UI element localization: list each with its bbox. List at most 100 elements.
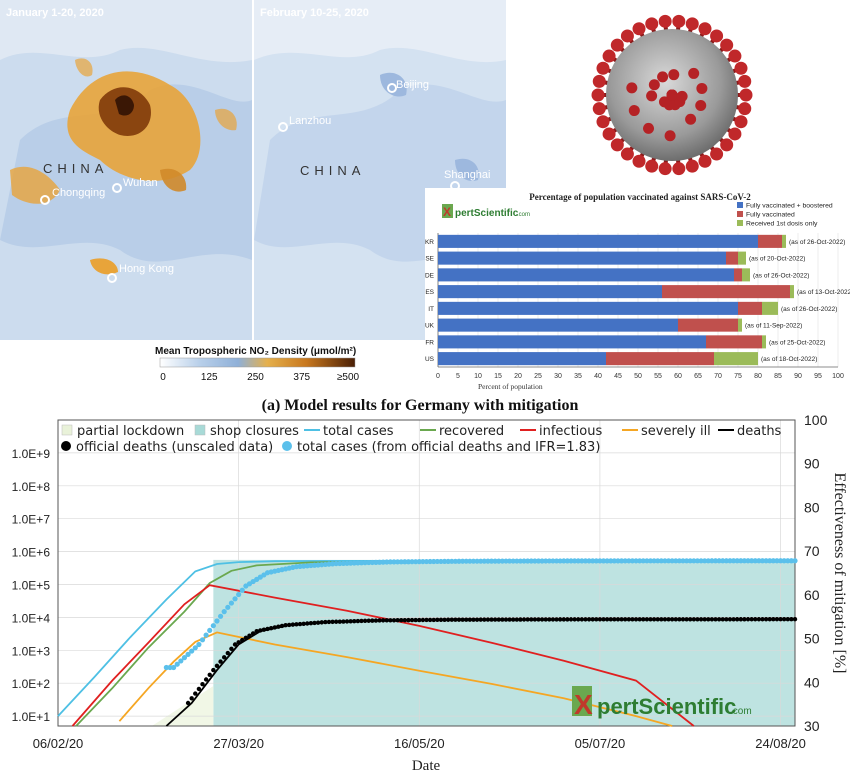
scatter-point-official-deaths (496, 617, 501, 622)
scatter-point-official-deaths (337, 619, 342, 624)
scatter-point-official-deaths (370, 618, 375, 623)
scatter-point-official-deaths (211, 667, 216, 673)
scatter-point-official-deaths (420, 617, 426, 623)
virus-surface-spike (676, 90, 688, 102)
virus-surface-spike (628, 105, 640, 117)
scatter-point-official-deaths (250, 631, 256, 636)
scatter-point-official-deaths (464, 617, 469, 622)
vaccination-note-de: (as of 26-Oct-2022) (753, 272, 809, 279)
vaccination-xtick-20: 100 (832, 373, 844, 380)
brand-logo-suffix-small: .com (517, 212, 530, 218)
city-label-wuhan: Wuhan (123, 177, 158, 189)
scatter-point-official-deaths (380, 618, 386, 623)
model-chart-title: (a) Model results for Germany with mitig… (262, 397, 579, 414)
vaccination-note-us: (as of 18-Oct-2022) (761, 356, 817, 363)
scatter-point-official-deaths (485, 617, 491, 622)
vaccination-bar-es-series-0 (438, 285, 662, 299)
vaccination-note-kr: (as of 26-Oct-2022) (789, 239, 845, 246)
scatter-point-total-cases (781, 558, 787, 564)
scatter-point-official-deaths (214, 663, 220, 669)
scatter-point-total-cases (178, 658, 184, 664)
scatter-point-official-deaths (529, 617, 534, 622)
scatter-point-total-cases (441, 558, 448, 564)
scatter-point-total-cases (611, 558, 617, 564)
scatter-point-total-cases (691, 558, 697, 564)
vaccination-xtick-7: 35 (574, 373, 582, 380)
scatter-point-official-deaths (659, 617, 664, 622)
scatter-point-official-deaths (662, 617, 668, 622)
scatter-point-official-deaths (254, 629, 259, 634)
brand-logo-text-small: pertScientific (455, 208, 519, 219)
scatter-point-official-deaths (474, 617, 480, 622)
vaccination-legend-swatch-2 (737, 220, 743, 226)
scatter-point-total-cases (575, 558, 581, 564)
map-title-january: January 1-20, 2020 (6, 7, 104, 19)
city-label-chongqing: Chongqing (52, 187, 105, 199)
vaccination-xtick-10: 50 (634, 373, 642, 380)
scatter-point-total-cases (532, 558, 538, 564)
scatter-point-official-deaths (713, 617, 718, 622)
scatter-point-official-deaths (547, 617, 552, 622)
virus-spike-head (620, 29, 634, 43)
vaccination-legend-label-2: Received 1st dosis only (746, 221, 818, 228)
scatter-point-total-cases (741, 558, 748, 564)
scatter-point-total-cases (398, 559, 404, 565)
scatter-point-total-cases (640, 558, 646, 564)
scatter-point-total-cases (694, 558, 701, 564)
scatter-point-official-deaths (604, 617, 610, 622)
scatter-point-official-deaths (221, 655, 227, 660)
scatter-point-official-deaths (207, 672, 212, 678)
scatter-point-total-cases (676, 558, 682, 564)
scatter-point-official-deaths (478, 617, 483, 622)
scatter-point-total-cases (225, 604, 231, 610)
vaccination-legend-swatch-1 (737, 211, 743, 217)
virus-spike-head (698, 22, 712, 36)
scatter-point-official-deaths (760, 617, 765, 622)
vaccination-bar-de-series-1 (734, 268, 742, 282)
scatter-point-official-deaths (771, 617, 776, 622)
scatter-point-official-deaths (550, 617, 556, 622)
model-ytick-2: 1.0E+3 (12, 644, 51, 658)
scatter-point-total-cases (770, 558, 776, 564)
partial-lockdown-ramp (151, 686, 214, 726)
vaccination-xtick-18: 90 (794, 373, 802, 380)
scatter-point-total-cases (492, 558, 498, 564)
scatter-point-total-cases (460, 558, 466, 564)
vaccination-xtick-13: 65 (694, 373, 702, 380)
scatter-point-total-cases (734, 558, 740, 564)
scatter-point-total-cases (705, 558, 711, 564)
scatter-point-total-cases (394, 559, 401, 565)
scatter-point-official-deaths (619, 617, 624, 622)
virus-spike-head (596, 115, 610, 129)
scatter-point-official-deaths (319, 620, 324, 625)
scatter-point-total-cases (474, 558, 480, 564)
scatter-point-total-cases (478, 558, 484, 564)
colorbar-ticks: 0 125 250 375 ≥500 (160, 372, 359, 383)
scatter-point-official-deaths (630, 617, 635, 622)
scatter-point-total-cases (236, 591, 242, 598)
vaccination-bar-se-series-0 (438, 251, 726, 265)
virus-spike-head (734, 61, 748, 75)
scatter-point-official-deaths (402, 617, 408, 623)
virus-spike-head (591, 88, 605, 102)
model-legend-label-6: deaths (737, 424, 782, 439)
scatter-point-official-deaths (294, 622, 299, 627)
vaccination-note-se: (as of 20-Oct-2022) (749, 256, 805, 263)
scatter-point-official-deaths (734, 617, 740, 622)
scatter-point-official-deaths (391, 618, 397, 623)
scatter-point-official-deaths (500, 617, 505, 622)
scatter-point-official-deaths (193, 691, 198, 696)
scatter-point-official-deaths (637, 617, 642, 622)
scatter-point-total-cases (210, 623, 216, 629)
scatter-point-official-deaths (684, 617, 689, 622)
model-y2tick-6: 90 (804, 456, 820, 472)
virus-surface-spike (696, 82, 708, 94)
scatter-point-total-cases (196, 641, 202, 648)
scatter-point-official-deaths (669, 617, 675, 622)
vaccination-bar-fr-series-2 (762, 335, 766, 349)
vaccination-chart: Percentage of population vaccinated agai… (425, 188, 850, 393)
scatter-point-total-cases (488, 558, 495, 564)
scatter-point-total-cases (608, 558, 614, 564)
scatter-point-official-deaths (763, 617, 769, 622)
colorbar-tick-0: 0 (160, 372, 166, 383)
